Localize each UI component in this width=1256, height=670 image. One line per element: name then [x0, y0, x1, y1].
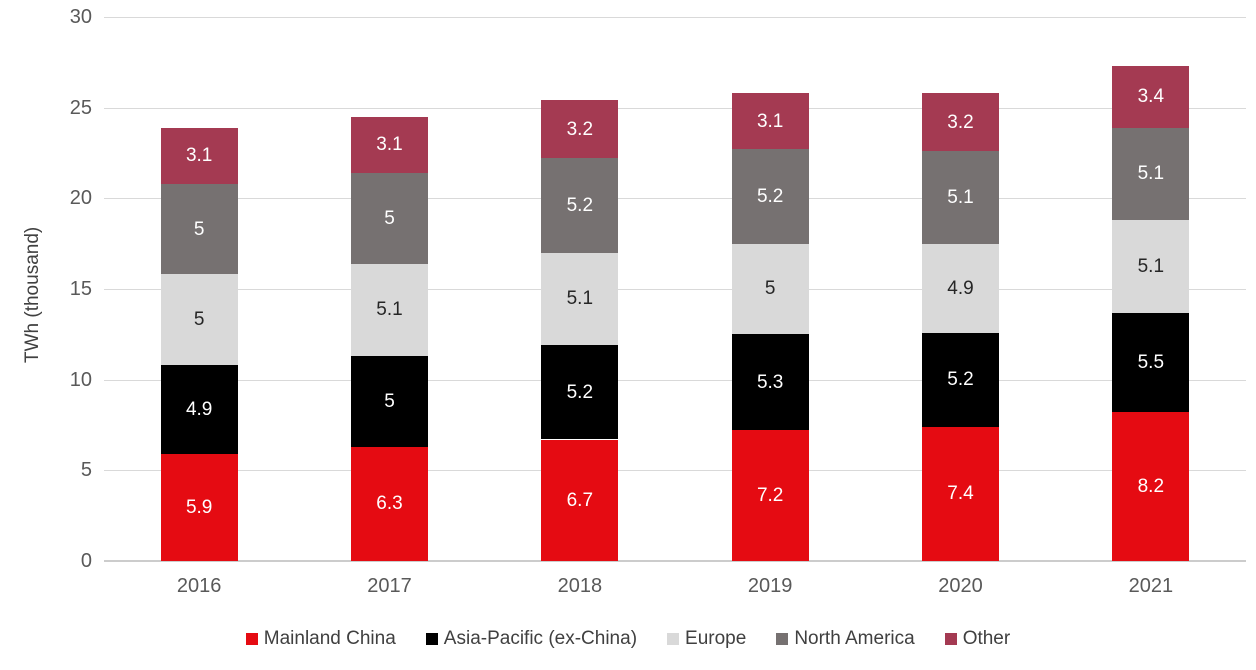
legend-item-label: Other [962, 628, 1011, 649]
bar-segment-north-america: 5.2 [541, 158, 619, 253]
data-label: 5.5 [1137, 351, 1165, 373]
data-label: 4.9 [947, 277, 974, 299]
x-tick-label: 2019 [747, 575, 793, 597]
bar-segment-north-america: 5.1 [1112, 127, 1190, 221]
x-tick-label: 2020 [938, 575, 983, 597]
bar-segment-asia-pacific-ex-china: 5 [351, 356, 428, 447]
bar-segment-other: 3.1 [351, 116, 428, 173]
data-label: 7.2 [756, 485, 784, 507]
data-label: 5.3 [756, 371, 784, 393]
bar-segment-north-america: 5 [160, 183, 238, 275]
bar-segment-asia-pacific-ex-china: 5.3 [731, 334, 809, 431]
data-label: 5.2 [566, 381, 594, 403]
legend: Mainland China Asia-Pacific (ex-China) Eur… [0, 628, 1256, 650]
gridline [104, 289, 1246, 290]
data-label: 5.1 [1137, 163, 1165, 185]
gridline [104, 379, 1246, 381]
bar-segment-asia-pacific-ex-china: 5.5 [1112, 312, 1190, 413]
data-label: 3.4 [1137, 86, 1165, 108]
bar-segment-other: 3.1 [160, 127, 238, 184]
bar-segment-europe: 5.1 [351, 263, 428, 357]
y-tick-label: 5 [80, 459, 92, 482]
bar-segment-other: 3.2 [541, 100, 619, 159]
data-label: 3.2 [947, 111, 974, 133]
data-label: 5.9 [185, 496, 213, 518]
bar-segment-other: 3.2 [922, 93, 999, 152]
x-tick-label: 2016 [176, 575, 222, 597]
gridline [104, 198, 1246, 200]
x-tick-label: 2017 [367, 575, 412, 597]
data-label: 3.2 [566, 118, 594, 140]
data-label: 5 [764, 278, 776, 300]
data-label: 5.2 [947, 369, 974, 391]
legend-swatch [245, 633, 258, 645]
bar-segment-mainland-china: 8.2 [1112, 412, 1190, 561]
data-label: 5.1 [376, 299, 403, 321]
bar-segment-mainland-china: 7.4 [922, 426, 999, 561]
legend-item-label: Mainland China [263, 628, 396, 649]
y-tick-label: 10 [69, 368, 92, 391]
bar-segment-mainland-china: 6.7 [541, 439, 619, 561]
data-label: 5.1 [1137, 255, 1165, 277]
bar-segment-north-america: 5.2 [731, 149, 809, 244]
legend-item-europe: Europe [667, 628, 746, 650]
x-axis-line [104, 560, 1246, 562]
legend-item-asia-pacific-ex-china: Asia-Pacific (ex-China) [425, 628, 638, 650]
legend-swatch [667, 633, 680, 645]
x-tick-label: 2021 [1128, 575, 1174, 597]
bar-segment-mainland-china: 6.3 [351, 446, 428, 561]
data-label: 6.3 [376, 493, 403, 515]
legend-swatch [425, 633, 438, 645]
data-label: 4.9 [185, 399, 213, 421]
legend-item-label: Asia-Pacific (ex-China) [443, 628, 638, 649]
y-tick-label: 20 [69, 187, 92, 210]
y-tick-label: 30 [69, 6, 92, 28]
data-label: 5.2 [566, 195, 594, 217]
data-label: 5 [193, 218, 205, 240]
legend-item-north-america: North America [776, 628, 915, 650]
bar-segment-asia-pacific-ex-china: 5.2 [541, 345, 619, 440]
bar-segment-europe: 5 [731, 243, 809, 335]
bar-segment-asia-pacific-ex-china: 5.2 [922, 332, 999, 427]
data-label: 5 [384, 390, 395, 412]
bar-segment-asia-pacific-ex-china: 4.9 [160, 365, 238, 454]
y-tick-label: 15 [69, 278, 92, 300]
data-label: 5.1 [947, 186, 974, 208]
legend-item-other: Other [944, 628, 1011, 650]
data-label: 5 [193, 309, 205, 331]
gridline [104, 17, 1246, 18]
data-label: 8.2 [1137, 476, 1165, 498]
legend-item-mainland-china: Mainland China [245, 628, 396, 650]
data-label: 3.1 [376, 134, 403, 156]
bar-segment-mainland-china: 7.2 [731, 430, 809, 561]
bar-segment-north-america: 5.1 [922, 151, 999, 244]
data-label: 7.4 [947, 483, 974, 505]
data-label: 5 [384, 207, 395, 229]
y-tick-label: 0 [80, 550, 92, 572]
data-label: 5.2 [756, 186, 784, 207]
data-label: 3.1 [756, 110, 784, 132]
bar-segment-europe: 4.9 [922, 243, 999, 333]
x-tick-label: 2018 [557, 575, 603, 597]
bar-segment-europe: 5.1 [541, 252, 619, 346]
bar-segment-north-america: 5 [351, 172, 428, 264]
bar-segment-europe: 5 [160, 274, 238, 366]
bar-segment-other: 3.4 [1112, 65, 1190, 128]
data-label: 3.1 [185, 145, 213, 167]
data-label: 5.1 [566, 288, 594, 310]
legend-item-label: North America [794, 628, 915, 649]
legend-item-label: Europe [685, 628, 747, 649]
legend-swatch [944, 633, 957, 645]
bar-segment-mainland-china: 5.9 [160, 454, 238, 561]
gridline [104, 107, 1246, 109]
gridline [104, 470, 1246, 472]
legend-swatch [776, 633, 789, 645]
bar-segment-other: 3.1 [731, 93, 809, 150]
y-tick-label: 25 [69, 96, 92, 119]
bar-segment-europe: 5.1 [1112, 220, 1190, 313]
data-label: 6.7 [566, 489, 594, 511]
